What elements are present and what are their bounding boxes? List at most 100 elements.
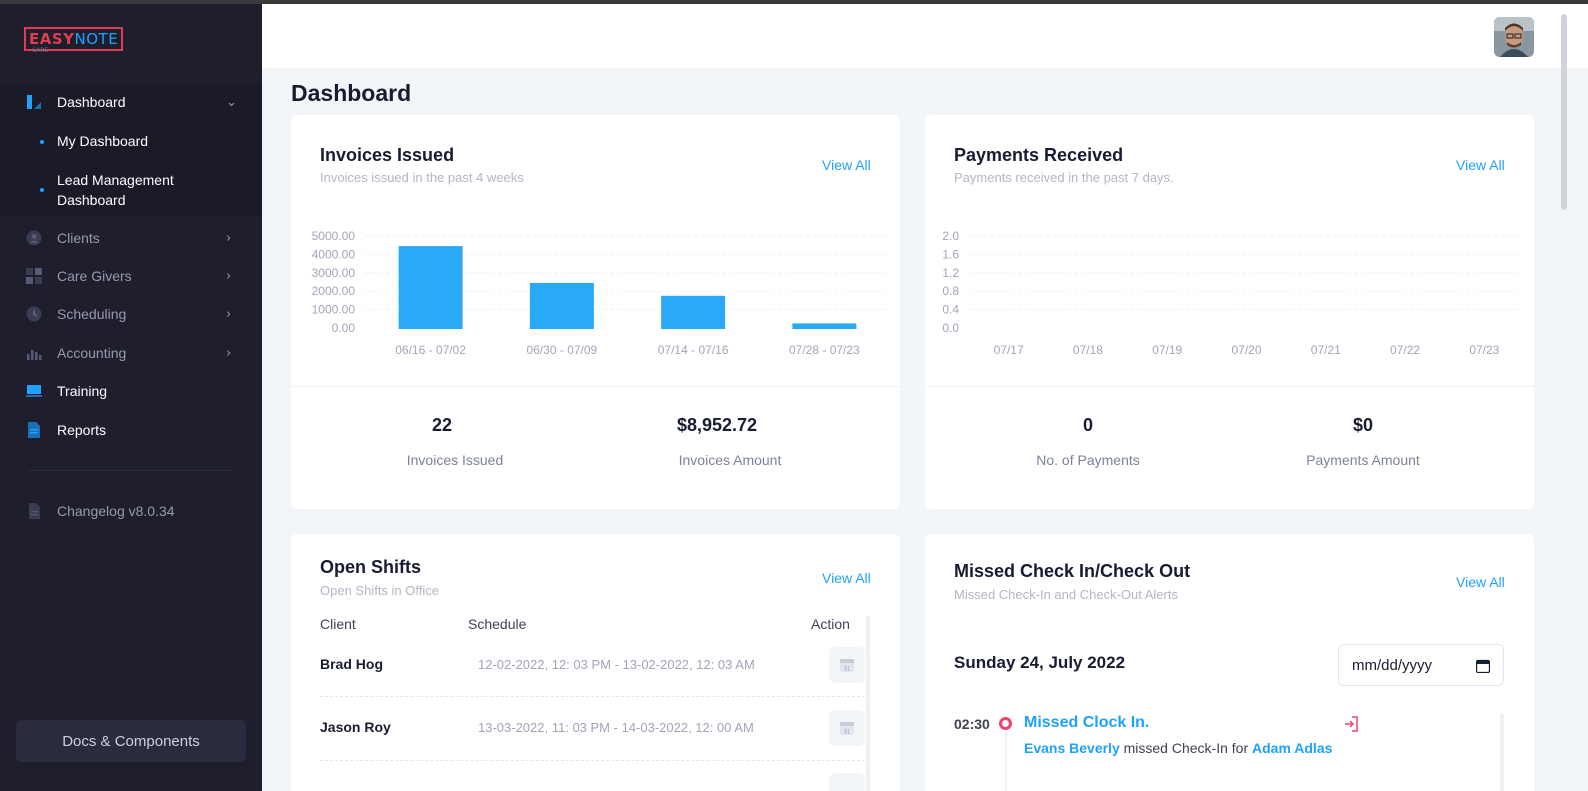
docs-components-button[interactable]: Docs & Components [16,720,246,762]
column-header-action: Action [811,616,850,632]
logo-subtext: CARE [32,47,49,54]
card-divider [291,386,900,387]
clock-icon [26,306,42,322]
calendar-button[interactable] [829,773,865,791]
x-tick-label: 07/22 [1390,343,1420,357]
stat-label: Payments Amount [1306,452,1420,468]
x-tick-label: 07/21 [1311,343,1341,357]
invoices-bar-chart: 5000.00 4000.00 3000.00 2000.00 1000.00 0.00 0… [312,229,890,357]
y-tick-label: 0.00 [332,321,356,335]
y-tick-label: 1000.00 [312,303,356,317]
timeline-event-title[interactable]: Missed Clock In. [1024,714,1150,731]
x-tick-label: 07/28 - 07/23 [789,343,860,357]
row-client-name: Brad Hog [320,656,383,672]
y-tick-label: 0.8 [942,284,959,298]
y-tick-label: 1.6 [942,247,959,261]
timeline-time: 02:30 [954,716,990,732]
x-tick-label: 06/16 - 07/02 [395,343,466,357]
sidebar-subitem-lead-management[interactable]: Lead Management Dashboard [0,170,262,212]
timeline-scrollbar[interactable] [1500,714,1504,791]
sidebar-item-dashboard[interactable]: Dashboard ⌄ [0,83,262,121]
x-tick-label: 06/30 - 07/09 [527,343,598,357]
sidebar-item-clients[interactable]: Clients › [0,219,262,257]
row-divider [320,696,865,697]
page-scrollbar[interactable] [1561,14,1567,210]
sidebar-item-care-givers[interactable]: Care Givers › [0,257,262,295]
calendar-button[interactable]: 31 [829,647,865,683]
card-title: Open Shifts [320,557,422,577]
card-subtitle: Open Shifts in Office [320,583,439,598]
invoices-card: Invoices Issued Invoices issued in the p… [291,115,900,509]
user-avatar-image [1494,17,1534,57]
bar [398,246,463,329]
column-header-client[interactable]: Client [320,616,356,632]
app-logo[interactable]: EASYNOTE CARE [24,24,124,54]
calendar-icon[interactable] [1476,659,1490,673]
sidebar-item-label: Reports [57,422,107,438]
bullet-icon [40,140,44,144]
timeline-event-description: Evans Beverly missed Check-In for Adam A… [1024,740,1332,756]
payments-line-chart: 2.0 1.6 1.2 0.8 0.4 0.0 07/17 07/18 07/19 07/20 07… [942,229,1524,357]
chevron-right-icon: › [226,268,232,284]
view-all-link[interactable]: View All [1456,157,1505,173]
view-all-link[interactable]: View All [1456,574,1505,590]
caregiver-link[interactable]: Evans Beverly [1024,740,1120,756]
client-link[interactable]: Adam Adlas [1252,740,1333,756]
y-tick-label: 0.0 [942,321,959,335]
chevron-right-icon: › [226,345,232,361]
stat-value: 0 [1082,415,1093,435]
view-all-link[interactable]: View All [822,157,871,173]
sidebar-item-reports[interactable]: Reports [0,411,262,449]
sidebar: EASYNOTE CARE Dashboard ⌄ My Dashboard L… [0,4,262,791]
sidebar-item-label: Care Givers [57,268,132,284]
row-client-name: Jason Roy [320,719,391,735]
y-tick-label: 5000.00 [312,229,356,243]
sign-in-icon[interactable] [1343,716,1359,732]
sidebar-subitem-label: Lead Management Dashboard [57,172,174,208]
chevron-right-icon: › [226,230,232,246]
card-title: Missed Check In/Check Out [954,561,1191,581]
bar-chart-icon [27,350,42,360]
card-subtitle: Payments received in the past 7 days. [954,170,1174,185]
date-placeholder: mm/dd/yyyy [1352,656,1433,674]
chevron-down-icon: ⌄ [226,94,237,110]
user-icon [26,230,42,246]
missed-checkin-card: Missed Check In/Check Out Missed Check-I… [925,534,1534,791]
sidebar-item-label: Scheduling [57,306,127,322]
y-tick-label: 3000.00 [312,266,356,280]
y-tick-label: 2.0 [942,229,959,243]
avatar[interactable] [1494,17,1534,57]
page-title: Dashboard [291,80,412,106]
chevron-right-icon: › [226,306,232,322]
y-tick-label: 2000.00 [312,284,356,298]
table-scrollbar[interactable] [866,616,870,791]
view-all-link[interactable]: View All [822,570,871,586]
sidebar-item-training[interactable]: Training [0,372,262,410]
y-tick-label: 1.2 [942,266,959,280]
logo-mark: EASYNOTE [24,27,124,51]
card-subtitle: Invoices issued in the past 4 weeks [320,170,524,185]
date-picker-input[interactable]: mm/dd/yyyy [1338,644,1504,686]
window-top-border [0,0,1588,4]
calendar-button[interactable]: 31 [829,710,865,746]
sidebar-subitem-my-dashboard[interactable]: My Dashboard [0,131,262,153]
sidebar-item-accounting[interactable]: Accounting › [0,334,262,372]
bar [792,323,857,329]
stat-label: Invoices Issued [406,452,504,468]
timeline-line [1005,730,1007,791]
stat-label: No. of Payments [1036,452,1140,468]
laptop-icon [26,385,42,397]
sidebar-item-scheduling[interactable]: Scheduling › [0,295,262,333]
calendar-icon: 31 [840,659,854,673]
sidebar-item-changelog[interactable]: Changelog v8.0.34 [0,492,262,530]
y-tick-label: 4000.00 [312,247,356,261]
sidebar-item-label: Training [57,383,108,399]
column-header-schedule[interactable]: Schedule [468,616,527,632]
sidebar-item-label: Dashboard [57,94,126,110]
file-icon [29,503,40,519]
svg-text:31: 31 [844,730,851,736]
open-shifts-card: Open Shifts Open Shifts in Office View A… [291,534,900,791]
card-subtitle: Missed Check-In and Check-Out Alerts [954,587,1178,602]
stat-value: $8,952.72 [676,415,758,435]
row-divider [320,760,865,761]
